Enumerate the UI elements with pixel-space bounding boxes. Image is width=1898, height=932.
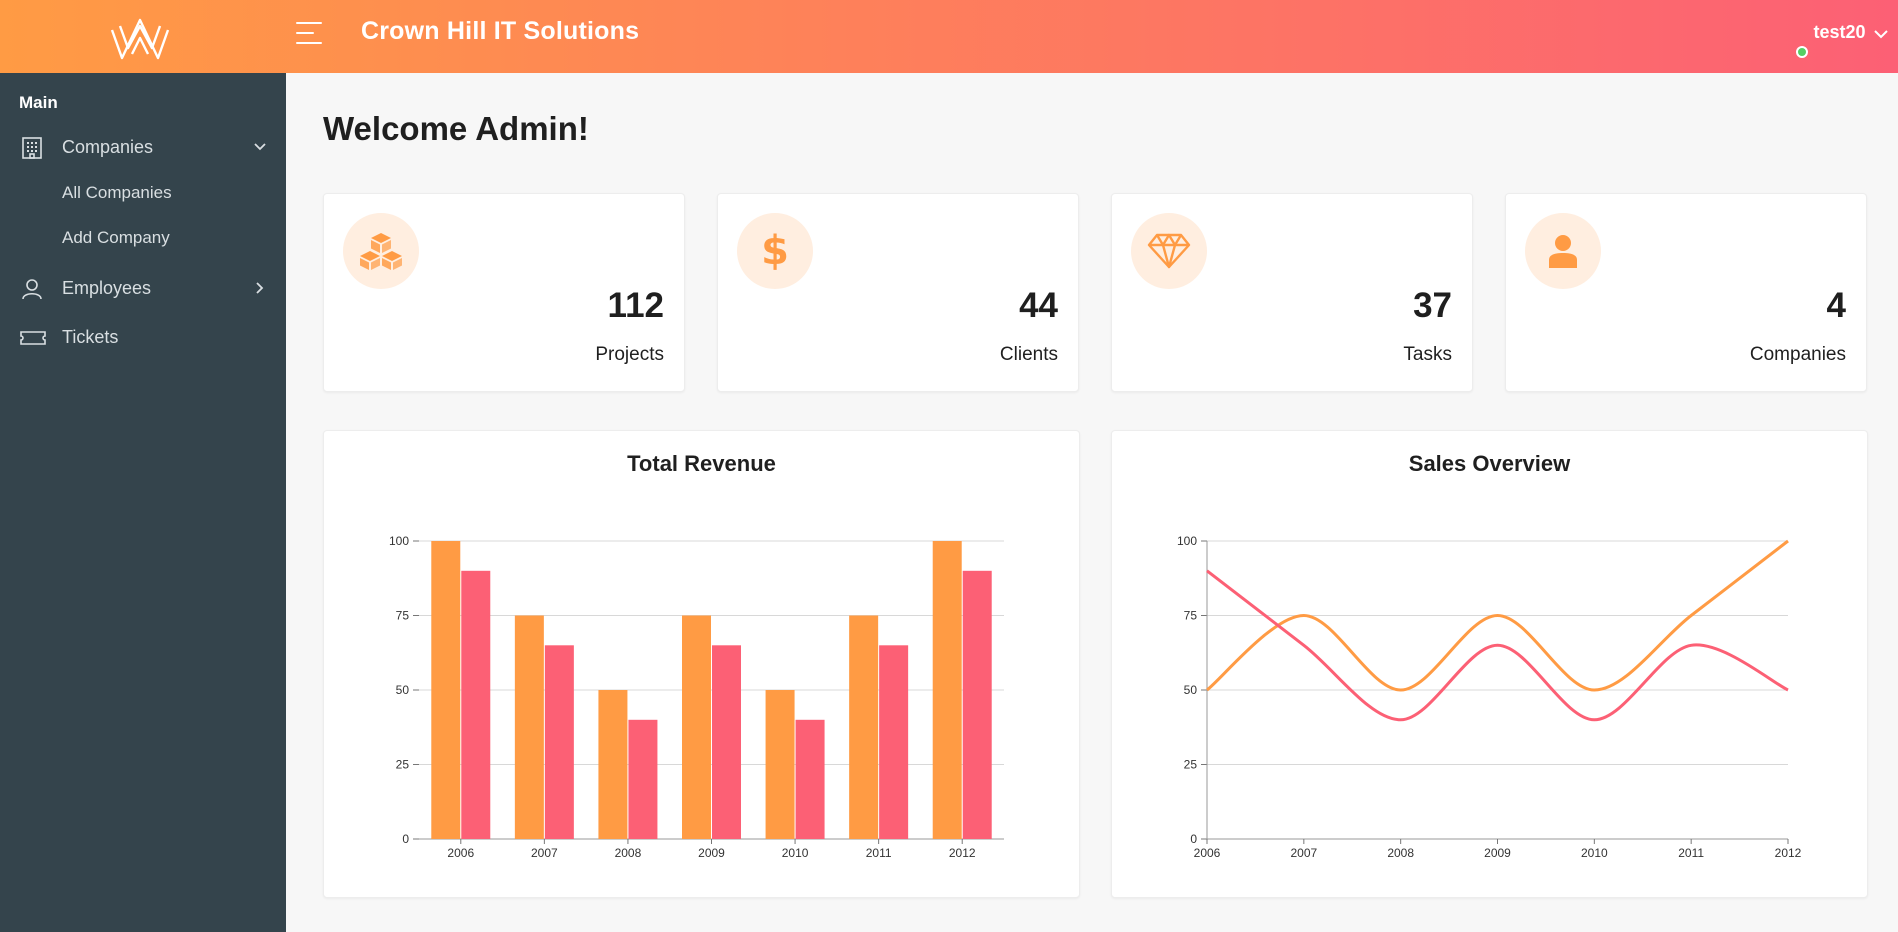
user-icon <box>1525 213 1601 289</box>
gem-icon <box>1131 213 1207 289</box>
online-status-icon <box>1795 46 1808 58</box>
stat-card-clients: $ 44 Clients <box>717 193 1079 392</box>
chevron-right-icon <box>252 280 268 296</box>
top-header: Crown Hill IT Solutions test20 <box>0 0 1898 73</box>
y-tick-label: 25 <box>1184 758 1198 772</box>
sidebar-subitem-all-companies[interactable]: All Companies <box>62 183 172 202</box>
page-title: Welcome Admin! <box>323 110 589 147</box>
stat-card-companies: 4 Companies <box>1505 193 1867 392</box>
y-tick-label: 0 <box>402 832 409 846</box>
stat-value: 112 <box>607 286 664 325</box>
x-tick-label: 2009 <box>698 846 725 860</box>
x-tick-label: 2012 <box>949 846 976 860</box>
hamburger-line <box>296 32 314 34</box>
sidebar-item-label: Tickets <box>62 327 119 347</box>
stat-label: Tasks <box>1403 344 1452 365</box>
x-tick-label: 2011 <box>866 846 892 860</box>
y-tick-label: 75 <box>396 609 410 623</box>
x-tick-label: 2012 <box>1775 846 1802 860</box>
chart-card-total-revenue: Total Revenue 0 25 50 75 100 2006 2007 2008 2009… <box>323 430 1080 898</box>
chevron-down-icon <box>252 139 268 155</box>
bar-2012-series-2 <box>962 570 992 839</box>
chart-title: Total Revenue <box>627 451 776 476</box>
line-chart: 0 25 50 75 100 2006 2007 2008 2009 2010 2011 2012 <box>1177 534 1802 860</box>
stat-label: Companies <box>1749 344 1846 365</box>
bar-2007-series-1 <box>514 615 544 839</box>
building-icon <box>20 136 44 160</box>
x-tick-label: 2011 <box>1678 846 1704 860</box>
sidebar: Main Companies All Companies Add Company <box>0 73 286 932</box>
logo-icon[interactable] <box>108 12 172 62</box>
user-menu[interactable]: test20 <box>1795 22 1888 58</box>
stat-value: 4 <box>1826 286 1846 325</box>
x-tick-label: 2010 <box>1581 846 1608 860</box>
y-tick-label: 0 <box>1190 832 1197 846</box>
stat-label: Projects <box>595 344 664 365</box>
app-title: Crown Hill IT Solutions <box>361 17 640 45</box>
line-series-1 <box>1206 539 1789 692</box>
stat-value: 37 <box>1413 286 1452 325</box>
x-tick-label: 2007 <box>1290 846 1317 860</box>
chart-card-sales-overview: Sales Overview 0 25 50 75 100 2006 2007 2008 200… <box>1111 430 1868 898</box>
bar-2006-series-1 <box>431 541 461 839</box>
sidebar-item-companies[interactable]: Companies <box>0 127 286 167</box>
bar-chart: 0 25 50 75 100 2006 2007 2008 2009 2010 2011 2012 <box>389 534 1004 860</box>
bar-2009-series-1 <box>682 615 711 839</box>
menu-section-title: Main <box>19 93 58 112</box>
x-tick-label: 2006 <box>1194 846 1221 860</box>
cubes-icon <box>343 213 419 289</box>
sidebar-item-employees[interactable]: Employees <box>0 268 286 308</box>
bar-2008-series-2 <box>628 719 658 839</box>
y-tick-label: 100 <box>389 534 409 548</box>
bar-2007-series-2 <box>544 645 574 839</box>
bar-2008-series-1 <box>598 690 628 839</box>
bar-2012-series-1 <box>932 541 962 839</box>
y-tick-label: 25 <box>396 758 410 772</box>
stat-label: Clients <box>999 344 1058 365</box>
bar-2011-series-2 <box>879 645 909 839</box>
y-tick-label: 100 <box>1177 534 1197 548</box>
y-tick-label: 50 <box>1184 683 1198 697</box>
stat-value: 44 <box>1019 286 1058 325</box>
username: test20 <box>1813 22 1866 42</box>
sidebar-item-label: Companies <box>62 137 154 157</box>
bar-2011-series-1 <box>849 615 879 839</box>
x-tick-label: 2006 <box>447 846 474 860</box>
bar-2009-series-2 <box>712 645 741 839</box>
chevron-down-icon <box>1874 26 1888 44</box>
menu-toggle-button[interactable] <box>296 22 326 48</box>
stat-card-projects: 112 Projects <box>323 193 685 392</box>
x-tick-label: 2010 <box>782 846 809 860</box>
y-tick-label: 50 <box>396 683 410 697</box>
hamburger-line <box>296 42 322 44</box>
bar-2010-series-1 <box>765 690 795 839</box>
bar-2006-series-2 <box>461 570 491 839</box>
stat-card-tasks: 37 Tasks <box>1111 193 1473 392</box>
x-tick-label: 2009 <box>1484 846 1511 860</box>
y-tick-label: 75 <box>1184 609 1198 623</box>
ticket-icon <box>20 326 46 350</box>
x-tick-label: 2008 <box>615 846 642 860</box>
hamburger-line <box>296 22 322 24</box>
sidebar-subitem-add-company[interactable]: Add Company <box>62 228 170 247</box>
bar-2010-series-2 <box>795 719 825 839</box>
x-tick-label: 2007 <box>531 846 558 860</box>
user-icon <box>20 277 44 301</box>
chart-title: Sales Overview <box>1408 451 1571 476</box>
x-tick-label: 2008 <box>1387 846 1414 860</box>
sidebar-item-label: Employees <box>62 278 152 298</box>
sidebar-item-tickets[interactable]: Tickets <box>0 317 286 357</box>
dollar-icon: $ <box>737 213 813 289</box>
line-series-2 <box>1206 569 1789 722</box>
